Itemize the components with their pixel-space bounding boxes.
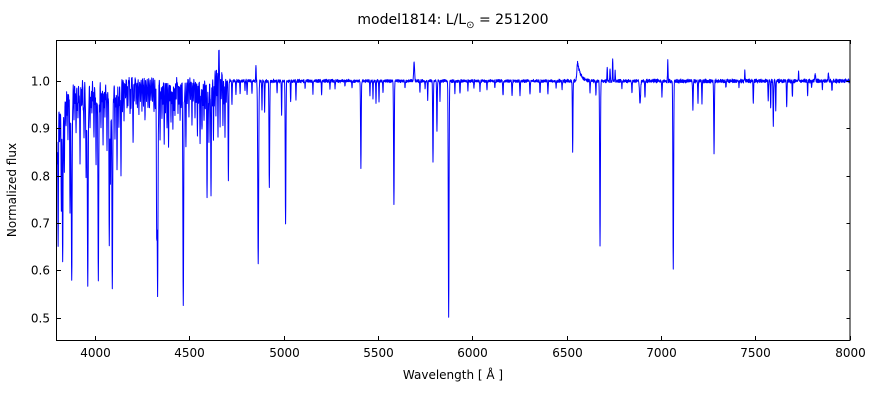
spectrum-path bbox=[57, 49, 850, 318]
x-tick-label: 6000 bbox=[457, 346, 488, 360]
x-tick-labels: 4000 4500 5000 5500 6000 6500 7000 7500 8000 bbox=[80, 346, 866, 360]
plot-border bbox=[56, 40, 851, 341]
y-tick-label: 0.7 bbox=[31, 217, 50, 231]
y-tick-label: 0.9 bbox=[31, 122, 50, 136]
x-tick-label: 4000 bbox=[80, 346, 111, 360]
x-tick-label: 7500 bbox=[740, 346, 771, 360]
x-tick-label: 5500 bbox=[363, 346, 394, 360]
x-tick-label: 4500 bbox=[174, 346, 205, 360]
spectrum-line bbox=[57, 49, 850, 318]
y-tick-labels: 0.5 0.6 0.7 0.8 0.9 1.0 bbox=[31, 75, 50, 326]
sun-symbol: ⊙ bbox=[466, 20, 474, 31]
y-tick-label: 0.8 bbox=[31, 170, 50, 184]
x-tick-label: 8000 bbox=[835, 346, 866, 360]
axis-ticks bbox=[57, 40, 851, 340]
y-tick-label: 1.0 bbox=[31, 75, 50, 89]
y-tick-label: 0.6 bbox=[31, 264, 50, 278]
y-axis-label: Normalized flux bbox=[5, 143, 19, 237]
chart-title: model1814: L/L⊙ = 251200 bbox=[357, 12, 548, 31]
x-tick-label: 6500 bbox=[552, 346, 583, 360]
x-tick-label: 5000 bbox=[269, 346, 300, 360]
y-tick-label: 0.5 bbox=[31, 312, 50, 326]
x-axis-label: Wavelength [ Å ] bbox=[403, 367, 503, 382]
x-tick-label: 7000 bbox=[646, 346, 677, 360]
